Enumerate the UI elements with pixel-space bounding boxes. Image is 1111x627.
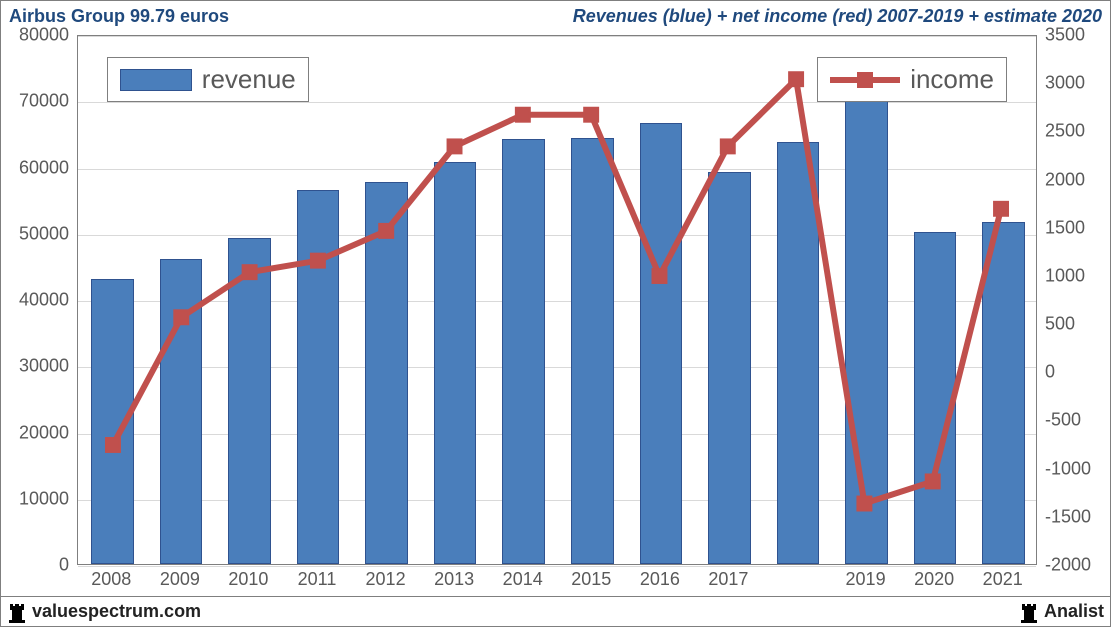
y-right-tick: 0 <box>1045 362 1101 383</box>
footer-right: Analist <box>1019 601 1104 623</box>
revenue-bar <box>914 232 957 564</box>
x-tick: 2013 <box>434 569 474 590</box>
y-right-tick: -500 <box>1045 410 1101 431</box>
y-right-tick: 2000 <box>1045 169 1101 190</box>
revenue-bar <box>640 123 683 564</box>
x-tick: 2019 <box>846 569 886 590</box>
plot-area: revenue income <box>77 35 1037 565</box>
y-left-tick: 70000 <box>3 91 69 112</box>
x-tick: 2017 <box>708 569 748 590</box>
revenue-bar <box>365 182 408 564</box>
chart-frame: Airbus Group 99.79 euros Revenues (blue)… <box>0 0 1111 627</box>
x-tick: 2021 <box>983 569 1023 590</box>
legend-revenue-swatch <box>120 69 192 91</box>
title-row: Airbus Group 99.79 euros Revenues (blue)… <box>9 5 1102 27</box>
gridline <box>78 500 1036 501</box>
footer-left: valuespectrum.com <box>7 601 201 623</box>
legend-income-label: income <box>910 64 994 95</box>
title-right: Revenues (blue) + net income (red) 2007-… <box>573 6 1102 27</box>
y-left-tick: 0 <box>3 555 69 576</box>
y-right-tick: -1500 <box>1045 506 1101 527</box>
rook-icon <box>1019 601 1039 623</box>
y-right-tick: 1000 <box>1045 265 1101 286</box>
footer: valuespectrum.com Analist <box>1 596 1110 626</box>
legend-income-swatch <box>830 67 900 93</box>
y-right-tick: 500 <box>1045 314 1101 335</box>
legend-income: income <box>817 57 1007 102</box>
revenue-bar <box>845 97 888 564</box>
gridline <box>78 434 1036 435</box>
revenue-bar <box>91 279 134 564</box>
revenue-bar <box>160 259 203 564</box>
income-line <box>78 36 1036 564</box>
x-tick: 2014 <box>503 569 543 590</box>
y-left-tick: 80000 <box>3 25 69 46</box>
y-right-tick: -1000 <box>1045 458 1101 479</box>
revenue-bar <box>228 238 271 564</box>
revenue-bar <box>502 139 545 564</box>
legend-revenue: revenue <box>107 57 309 102</box>
gridline <box>78 367 1036 368</box>
y-right-tick: 3500 <box>1045 25 1101 46</box>
y-left-tick: 40000 <box>3 290 69 311</box>
title-left: Airbus Group 99.79 euros <box>9 6 229 27</box>
gridline <box>78 36 1036 37</box>
x-tick: 2020 <box>914 569 954 590</box>
footer-right-text: Analist <box>1044 601 1104 622</box>
x-tick: 2011 <box>298 569 337 590</box>
x-tick: 2008 <box>91 569 131 590</box>
revenue-bar <box>434 162 477 564</box>
y-left-tick: 20000 <box>3 422 69 443</box>
y-left-tick: 50000 <box>3 223 69 244</box>
x-tick: 2012 <box>366 569 406 590</box>
gridline <box>78 235 1036 236</box>
revenue-bar <box>982 222 1025 565</box>
gridline <box>78 169 1036 170</box>
gridline <box>78 566 1036 567</box>
y-left-tick: 10000 <box>3 488 69 509</box>
footer-left-text: valuespectrum.com <box>32 601 201 622</box>
revenue-bar <box>708 172 751 564</box>
y-left-tick: 60000 <box>3 157 69 178</box>
x-tick: 2010 <box>228 569 268 590</box>
revenue-bar <box>571 138 614 564</box>
gridline <box>78 301 1036 302</box>
x-tick: 2016 <box>640 569 680 590</box>
gridline <box>78 102 1036 103</box>
y-left-tick: 30000 <box>3 356 69 377</box>
y-right-tick: 2500 <box>1045 121 1101 142</box>
y-right-tick: -2000 <box>1045 555 1101 576</box>
x-tick: 2015 <box>571 569 611 590</box>
y-right-tick: 3000 <box>1045 73 1101 94</box>
revenue-bar <box>297 190 340 564</box>
x-tick: 2009 <box>160 569 200 590</box>
y-right-tick: 1500 <box>1045 217 1101 238</box>
legend-revenue-label: revenue <box>202 64 296 95</box>
revenue-bar <box>777 142 820 564</box>
rook-icon <box>7 601 27 623</box>
